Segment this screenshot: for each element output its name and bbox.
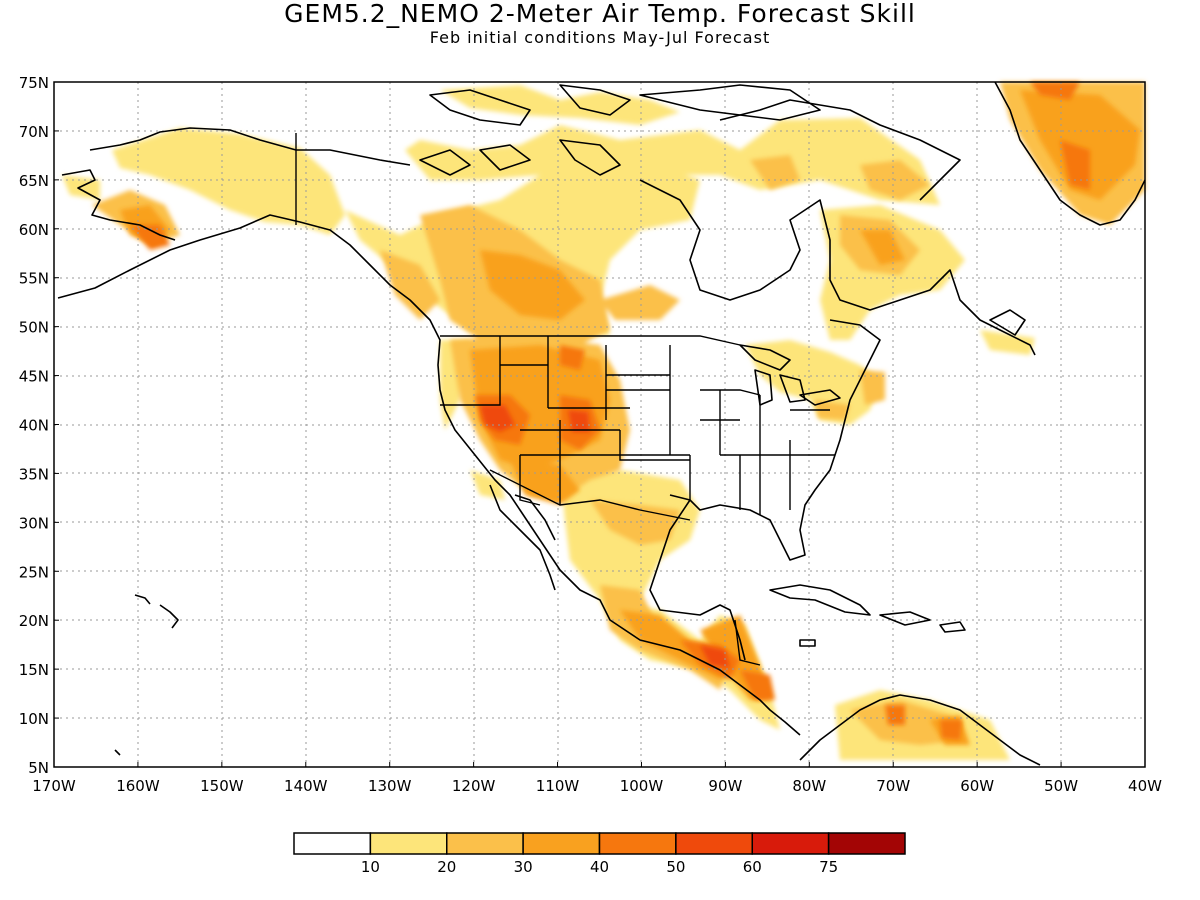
map-title: GEM5.2_NEMO 2-Meter Air Temp. Forecast S… [284, 0, 916, 28]
lon-tick-label: 150W [200, 777, 244, 795]
lon-tick-label: 40W [1128, 777, 1162, 795]
lon-tick-label: 120W [452, 777, 496, 795]
colorbar-swatch [522, 832, 601, 855]
lon-tick-label: 140W [284, 777, 328, 795]
lat-tick-label: 25N [19, 563, 49, 581]
lat-tick-label: 70N [19, 123, 49, 141]
colorbar-swatch [293, 832, 372, 855]
colorbar-swatch [751, 832, 830, 855]
colorbar-swatch [446, 832, 524, 855]
colorbar-swatch [827, 832, 906, 855]
lat-tick-label: 15N [19, 661, 49, 679]
lat-tick-label: 10N [19, 710, 49, 728]
colorbar-swatch [598, 832, 677, 855]
colorbar-label: 60 [743, 858, 762, 876]
colorbar-label: 20 [437, 858, 456, 876]
lat-tick-label: 75N [19, 74, 49, 92]
colorbar: 10 20 30 40 50 60 75 [293, 832, 906, 876]
colorbar-label: 75 [819, 858, 838, 876]
lat-tick-label: 55N [19, 270, 49, 288]
colorbar-label: 50 [666, 858, 685, 876]
lat-tick-label: 30N [19, 514, 49, 532]
lon-tick-label: 160W [116, 777, 160, 795]
colorbar-label: 40 [590, 858, 609, 876]
latitude-labels: 75N 70N 65N 60N 55N 50N 45N 40N 35N 30N 25N 20N 15N 1… [19, 74, 59, 777]
lon-tick-label: 100W [620, 777, 664, 795]
map-grid [54, 82, 1145, 767]
colorbar-label: 10 [361, 858, 380, 876]
map-subtitle: Feb initial conditions May-Jul Forecast [429, 28, 771, 47]
lat-tick-label: 35N [19, 465, 49, 483]
colorbar-label: 30 [514, 858, 533, 876]
lat-tick-label: 20N [19, 612, 49, 630]
lon-tick-label: 90W [708, 777, 742, 795]
political-borders [295, 133, 835, 666]
lon-tick-label: 50W [1044, 777, 1078, 795]
lat-tick-label: 40N [19, 417, 49, 435]
colorbar-swatch [675, 832, 753, 855]
lat-tick-label: 45N [19, 368, 49, 386]
lat-tick-label: 60N [19, 221, 49, 239]
lon-tick-label: 170W [32, 777, 76, 795]
lat-tick-label: 5N [28, 759, 49, 777]
lon-tick-label: 130W [368, 777, 412, 795]
lon-tick-label: 110W [536, 777, 580, 795]
lat-tick-label: 65N [19, 172, 49, 190]
lat-tick-label: 50N [19, 319, 49, 337]
lon-tick-label: 60W [960, 777, 994, 795]
lon-tick-label: 80W [792, 777, 826, 795]
longitude-labels: 170W 160W 150W 140W 130W 120W 110W 100W 90W 80W 70… [32, 762, 1162, 795]
lon-tick-label: 70W [876, 777, 910, 795]
colorbar-swatch [369, 832, 448, 855]
skill-shading-50-60 [480, 405, 730, 668]
